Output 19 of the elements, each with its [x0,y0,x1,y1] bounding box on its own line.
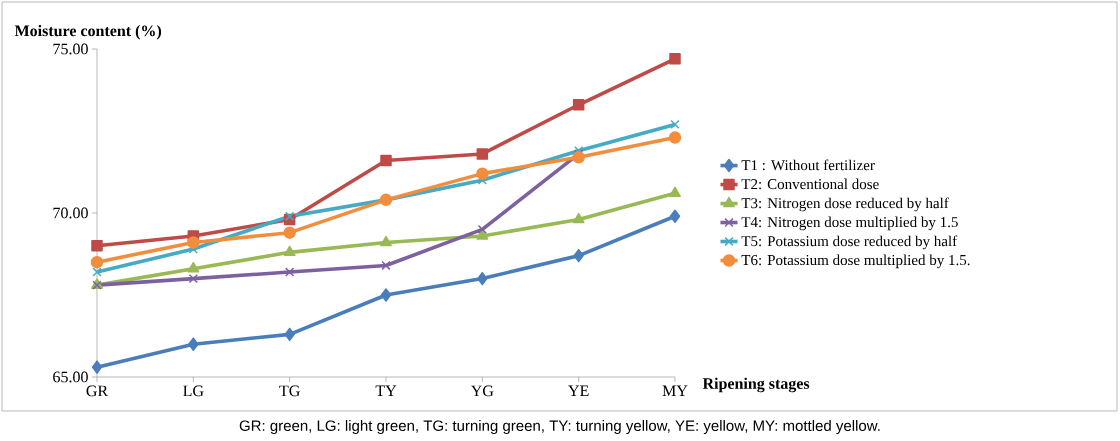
x-tick-label: TY [375,385,397,396]
x-tick-label: LG [183,385,204,397]
legend-label: T3: Nitrogen dose reduced by half [741,197,949,212]
legend-label: T6: Potassium dose multiplied by 1.5. [741,254,970,269]
x-tick-label: YG [470,385,494,397]
y-axis-title: Moisture content (%) [14,24,162,40]
legend-label: T5: Potassium dose reduced by half [741,235,958,250]
y-tick-label: 65.00 [53,371,88,383]
x-tick-label: MY [662,385,688,396]
y-tick-label: 75.00 [53,43,88,55]
legend-label: T2: Conventional dose [741,178,879,190]
x-tick-label: YE [568,385,589,396]
legend-label: T4: Nitrogen dose multiplied by 1.5 [741,216,958,231]
x-tick-label: GR [86,385,109,397]
x-axis-title: Ripening stages [702,377,810,393]
legend-label: T1 : Without fertilizer [741,159,875,171]
x-tick-label: TG [279,385,300,397]
text: GR: green, LG: light green, TG: turning green, TY: turning yellow, YE: yellow, MY: mottled yellow. [239,419,880,434]
y-tick-label: 70.00 [53,207,88,219]
